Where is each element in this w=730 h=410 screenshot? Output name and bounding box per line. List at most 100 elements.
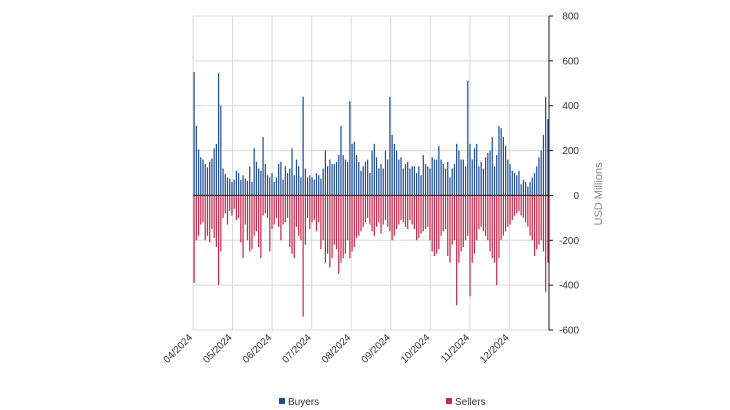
bar-buyers [542, 134, 545, 196]
axes-group [193, 15, 553, 331]
bar-sellers [313, 195, 315, 221]
bar-buyers [369, 173, 371, 196]
bar-sellers [282, 195, 284, 225]
bar-sellers [453, 195, 456, 241]
bar-buyers [491, 137, 493, 196]
legend-item-buyers[interactable]: Buyers [279, 397, 319, 408]
y-tick-label: 200 [562, 146, 579, 157]
bar-buyers [231, 181, 233, 196]
bar-buyers [391, 134, 393, 196]
bar-buyers [318, 175, 320, 196]
bar-sellers [246, 195, 249, 241]
bar-buyers [429, 168, 431, 196]
bar-sellers [440, 195, 442, 236]
bar-buyers [398, 159, 400, 196]
bar-buyers [395, 150, 398, 196]
bar-buyers [327, 166, 329, 196]
bar-sellers [235, 195, 237, 221]
bar-buyers [393, 143, 395, 196]
bar-sellers [238, 195, 240, 218]
bar-buyers [322, 168, 324, 196]
bar-buyers [476, 143, 478, 196]
bar-sellers [360, 195, 362, 232]
bar-buyers [547, 119, 549, 196]
bar-buyers [496, 155, 498, 196]
bar-sellers [269, 195, 271, 252]
bar-sellers [206, 195, 209, 236]
bar-buyers [500, 128, 502, 196]
bar-buyers [195, 125, 197, 196]
bar-buyers [433, 159, 436, 196]
bar-sellers [197, 195, 200, 236]
bar-sellers [240, 195, 242, 243]
x-tick-label: 07/2024 [280, 332, 314, 366]
bars-group [193, 72, 549, 317]
bar-buyers [262, 137, 264, 196]
x-tick-label: 10/2024 [399, 332, 433, 366]
bar-sellers [533, 195, 536, 256]
bar-sellers [280, 195, 282, 241]
bar-buyers [413, 166, 415, 196]
bar-sellers [322, 195, 324, 241]
bar-sellers [278, 195, 280, 227]
bar-buyers [306, 177, 309, 196]
bar-buyers [467, 81, 469, 196]
y-tick-label: 800 [562, 12, 579, 23]
bar-sellers [204, 195, 206, 241]
bar-buyers [311, 177, 313, 196]
bar-sellers [244, 195, 246, 225]
bar-buyers [353, 141, 355, 196]
bar-sellers [353, 195, 355, 248]
bar-sellers [449, 195, 451, 263]
bar-buyers [347, 161, 349, 196]
bar-buyers [531, 177, 533, 196]
bar-buyers [253, 148, 255, 196]
x-tick-label: 04/2024 [162, 332, 196, 366]
bar-sellers [324, 195, 326, 263]
bar-sellers [518, 195, 520, 212]
bar-buyers [238, 173, 240, 196]
bar-sellers [489, 195, 491, 252]
bar-buyers [340, 125, 342, 196]
bar-sellers [496, 195, 498, 286]
bar-sellers [464, 195, 467, 241]
bar-buyers [280, 161, 282, 196]
bar-sellers [220, 195, 222, 252]
bar-buyers [525, 181, 527, 196]
bar-buyers [478, 166, 480, 196]
bar-buyers [362, 166, 364, 196]
y-tick-labels: 800 600 400 200 0 -200 -400 -600 [559, 12, 579, 337]
bar-sellers [362, 195, 364, 227]
bar-sellers [407, 195, 409, 230]
bar-sellers [420, 195, 422, 234]
bar-buyers [315, 173, 318, 196]
bar-buyers [462, 159, 464, 196]
bar-buyers [373, 143, 375, 196]
y-tick-label: -200 [559, 236, 579, 247]
bar-buyers [300, 177, 302, 196]
bar-sellers [229, 195, 231, 212]
bar-sellers [398, 195, 400, 225]
bar-buyers [320, 178, 322, 196]
bar-sellers [509, 195, 511, 225]
bar-buyers [540, 150, 542, 196]
bar-buyers [211, 158, 213, 196]
bar-sellers [311, 195, 313, 223]
y-tick-label: 600 [562, 56, 579, 67]
bar-sellers [462, 195, 464, 248]
bar-sellers [502, 195, 504, 236]
bar-sellers [264, 195, 266, 214]
bar-sellers [320, 195, 322, 250]
bar-sellers [342, 195, 344, 259]
bar-sellers [369, 195, 371, 225]
bar-sellers [351, 195, 353, 252]
bar-sellers [333, 195, 335, 245]
legend-item-sellers[interactable]: Sellers [446, 397, 486, 408]
bar-sellers [291, 195, 293, 254]
bar-sellers [253, 195, 255, 236]
bar-sellers [460, 195, 462, 252]
bar-buyers [204, 164, 206, 196]
bar-buyers [520, 184, 522, 196]
bar-sellers [416, 195, 418, 241]
bar-buyers [220, 105, 222, 196]
